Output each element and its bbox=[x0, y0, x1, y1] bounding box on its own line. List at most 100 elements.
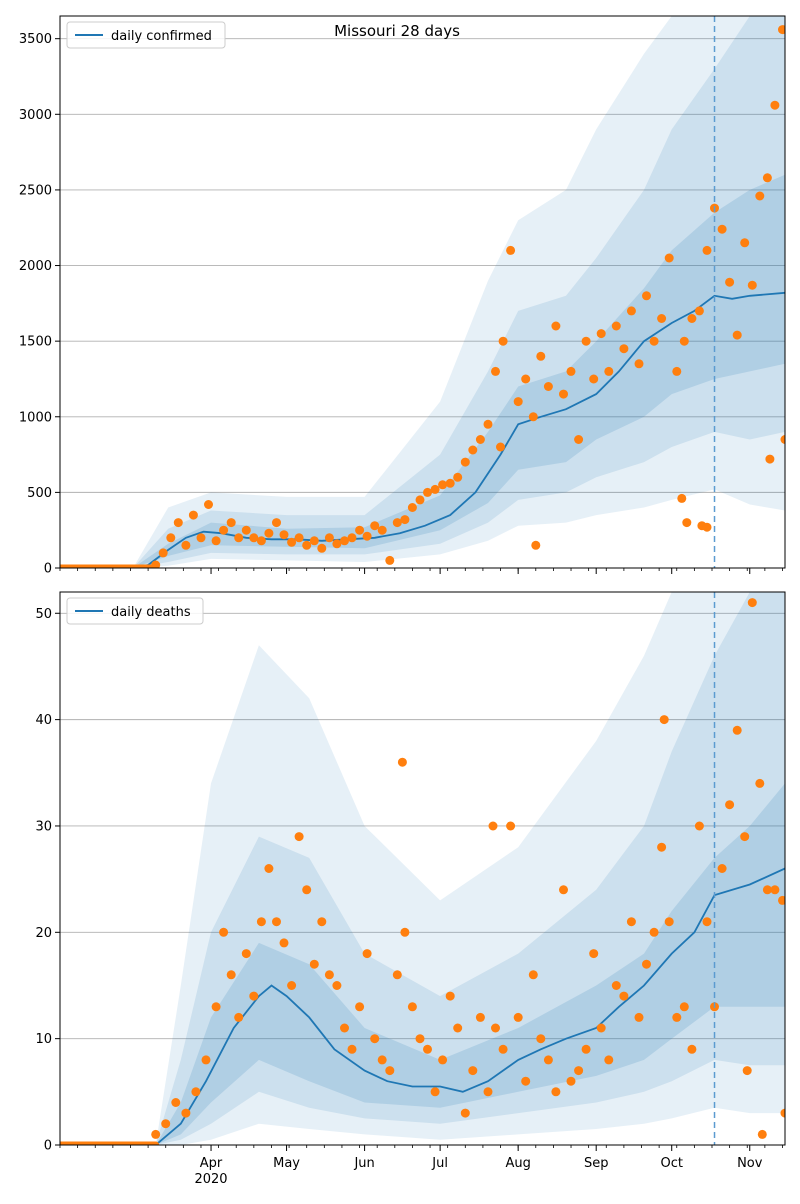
data-point bbox=[559, 389, 568, 399]
data-point bbox=[397, 757, 407, 767]
data-point bbox=[664, 917, 674, 927]
data-point bbox=[780, 435, 785, 444]
data-point bbox=[468, 445, 478, 455]
y-tick-label: 2500 bbox=[19, 183, 52, 198]
data-point bbox=[355, 1002, 365, 1012]
data-point bbox=[742, 1066, 752, 1076]
legend: daily deaths bbox=[66, 597, 204, 625]
data-point bbox=[279, 530, 289, 540]
data-point bbox=[732, 725, 742, 735]
data-point bbox=[506, 245, 516, 255]
data-point bbox=[581, 336, 591, 346]
data-point bbox=[256, 917, 266, 927]
data-point bbox=[566, 1076, 576, 1086]
data-point bbox=[483, 419, 493, 429]
data-point bbox=[241, 949, 251, 959]
data-point bbox=[740, 832, 750, 842]
data-point bbox=[672, 366, 682, 376]
data-point bbox=[475, 1012, 485, 1022]
data-point bbox=[725, 800, 735, 810]
data-point bbox=[445, 478, 455, 488]
data-point bbox=[324, 533, 334, 543]
data-point bbox=[171, 1098, 181, 1107]
data-point bbox=[324, 970, 334, 980]
data-point bbox=[166, 533, 176, 543]
data-point bbox=[747, 280, 757, 290]
data-point bbox=[249, 533, 259, 543]
data-point bbox=[664, 253, 674, 263]
data-point bbox=[340, 536, 349, 546]
data-point bbox=[309, 959, 319, 969]
data-point bbox=[407, 1002, 417, 1012]
data-point bbox=[694, 821, 704, 831]
data-point bbox=[611, 321, 621, 331]
data-point bbox=[634, 359, 644, 369]
data-point bbox=[702, 917, 712, 927]
uncertainty-band-95 bbox=[60, 16, 785, 568]
data-point bbox=[294, 533, 304, 543]
data-point bbox=[181, 1108, 191, 1118]
data-point bbox=[755, 191, 765, 201]
data-point bbox=[151, 560, 161, 568]
data-point bbox=[536, 351, 546, 361]
data-point bbox=[191, 1087, 201, 1097]
data-point bbox=[513, 1012, 523, 1022]
y-tick-label: 40 bbox=[35, 713, 52, 728]
data-point bbox=[626, 306, 636, 316]
data-point bbox=[596, 329, 606, 339]
data-point bbox=[717, 864, 727, 873]
data-point bbox=[423, 1044, 432, 1054]
data-point bbox=[332, 981, 342, 990]
y-tick-label: 3000 bbox=[19, 108, 52, 123]
data-point bbox=[619, 344, 629, 354]
data-point bbox=[355, 525, 365, 535]
data-point bbox=[780, 1108, 785, 1118]
data-point bbox=[589, 949, 599, 959]
y-tick-label: 20 bbox=[35, 926, 52, 941]
data-point bbox=[498, 1044, 508, 1054]
data-point bbox=[747, 598, 757, 608]
data-point bbox=[778, 25, 785, 35]
data-point bbox=[521, 1076, 531, 1086]
data-point bbox=[536, 1034, 546, 1044]
data-point bbox=[201, 1055, 211, 1065]
data-point bbox=[392, 518, 402, 528]
data-point bbox=[332, 539, 342, 549]
data-point bbox=[340, 1023, 349, 1033]
data-point bbox=[559, 885, 568, 895]
data-point bbox=[657, 314, 667, 323]
data-point bbox=[702, 522, 712, 532]
data-point bbox=[302, 540, 312, 550]
x-tick-label: Jul bbox=[431, 1156, 448, 1171]
data-point bbox=[679, 336, 689, 346]
confirmed-panel: 0 500 1000 1500 2000 2500 3000 3500 daily confir… bbox=[19, 15, 786, 577]
data-point bbox=[161, 1119, 171, 1129]
data-point bbox=[234, 1012, 244, 1022]
x-tick-label: Nov bbox=[737, 1156, 763, 1171]
y-tick-label: 1500 bbox=[19, 335, 52, 350]
data-point bbox=[264, 528, 274, 538]
data-point bbox=[687, 1044, 697, 1054]
data-point bbox=[173, 518, 183, 528]
data-point bbox=[659, 715, 669, 725]
data-point bbox=[219, 927, 229, 937]
data-point bbox=[460, 1108, 470, 1118]
data-point bbox=[362, 949, 372, 959]
data-point bbox=[581, 1044, 591, 1054]
data-point bbox=[566, 366, 576, 376]
data-point bbox=[370, 521, 380, 531]
y-tick-label: 3500 bbox=[19, 32, 52, 47]
deaths-panel: 0 10 20 30 40 50 Apr May Jun Jul Aug Sep Oct Nov 2020 d… bbox=[35, 591, 786, 1187]
data-point bbox=[762, 173, 772, 183]
data-point bbox=[491, 366, 500, 376]
data-point bbox=[642, 959, 651, 969]
data-point bbox=[543, 1055, 553, 1065]
data-point bbox=[694, 306, 704, 316]
data-point bbox=[438, 1055, 448, 1065]
data-point bbox=[682, 518, 692, 528]
legend-box bbox=[66, 597, 204, 625]
data-point bbox=[778, 895, 785, 905]
data-point bbox=[619, 991, 629, 1001]
x-tick-label: Apr bbox=[200, 1156, 223, 1171]
uncertainty-band-80 bbox=[60, 592, 785, 1145]
